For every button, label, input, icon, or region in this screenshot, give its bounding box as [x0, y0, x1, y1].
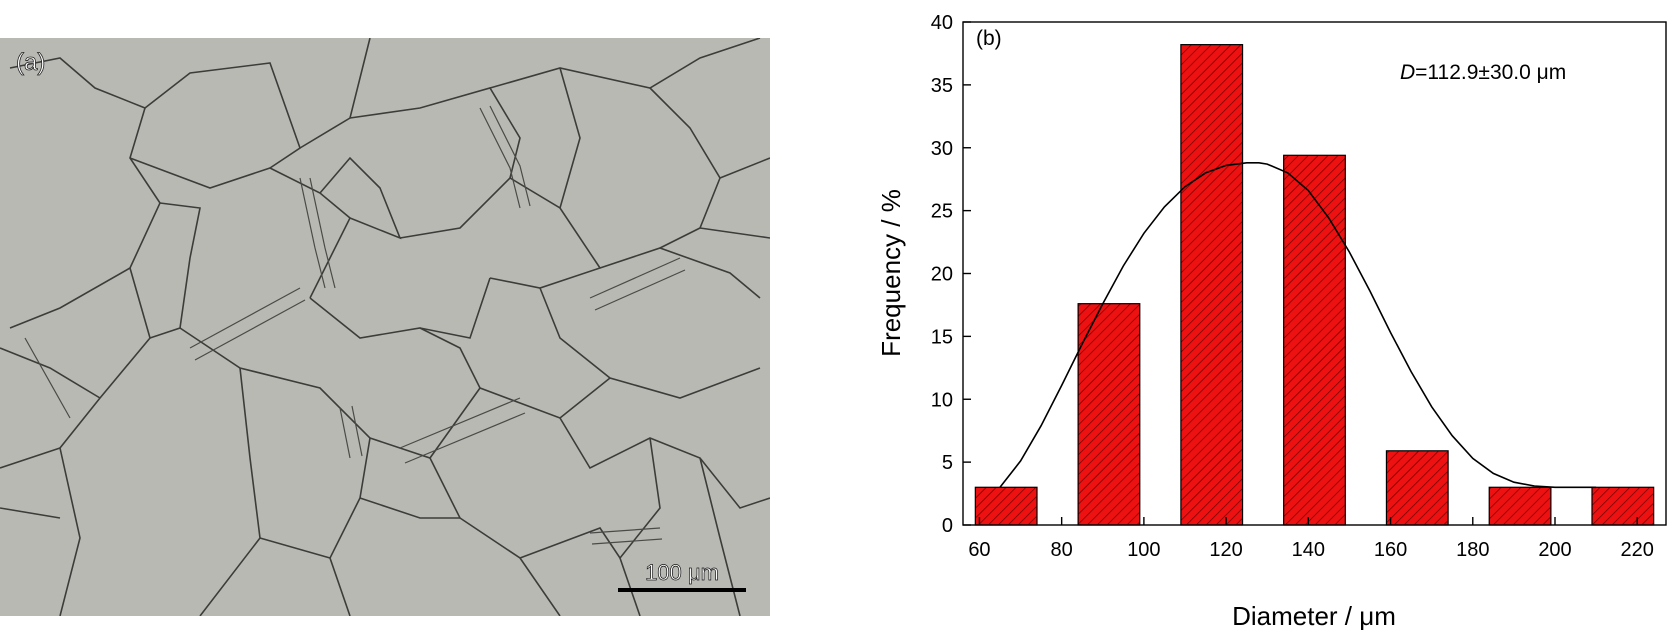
y-axis-label: Frequency / %: [876, 189, 906, 357]
y-tick-label: 35: [931, 75, 953, 97]
x-tick-label: 120: [1209, 539, 1242, 561]
y-tick-label: 0: [942, 515, 953, 537]
y-tick-label: 25: [931, 201, 953, 223]
y-tick-label: 20: [931, 264, 953, 286]
y-tick-label: 40: [931, 12, 953, 34]
histogram-bar: [1385, 450, 1449, 526]
histogram-bar: [1591, 486, 1655, 526]
histogram-bar: [1077, 303, 1141, 526]
histogram-bar: [1283, 154, 1346, 526]
x-tick-label: 140: [1292, 539, 1325, 561]
x-tick-label: 200: [1538, 539, 1571, 561]
y-tick-label: 10: [931, 389, 953, 411]
annotation-value: =112.9±30.0 μm: [1415, 61, 1566, 84]
x-axis-ticks: 60 80 100 120 140 160 180 200 220: [968, 517, 1654, 561]
y-axis-ticks: 0 5 10 15 20 25 30 35 40: [931, 12, 971, 537]
histogram-bar: [974, 486, 1038, 526]
x-tick-label: 160: [1374, 539, 1407, 561]
annotation-variable: D: [1400, 61, 1415, 84]
micrograph-background: [0, 38, 770, 616]
x-tick-label: 80: [1051, 539, 1073, 561]
y-tick-label: 30: [931, 138, 953, 160]
twin-bands: [24, 105, 686, 545]
histogram-chart: 0 5 10 15 20 25 30 35 40 60 80 100 120 140 160 180 200 2…: [876, 12, 1667, 631]
x-tick-label: 60: [968, 539, 990, 561]
x-axis-label: Diameter / μm: [1232, 601, 1396, 631]
distribution-fit-curve: [999, 162, 1597, 489]
micrograph-panel-label: (a): [16, 49, 45, 76]
bars-layer: [974, 44, 1655, 526]
scale-bar-label: 100 μm: [645, 560, 719, 585]
y-tick-label: 15: [931, 326, 953, 348]
x-tick-label: 180: [1456, 539, 1489, 561]
histogram-bar: [1488, 486, 1552, 526]
y-tick-label: 5: [942, 452, 953, 474]
chart-panel-label: (b): [976, 27, 1002, 50]
micrograph-panel: (a) 100 μm: [0, 38, 770, 616]
distribution-annotation: D=112.9±30.0 μm: [1400, 61, 1566, 84]
x-tick-label: 220: [1621, 539, 1654, 561]
histogram-bar: [1180, 44, 1244, 526]
x-tick-label: 100: [1127, 539, 1160, 561]
